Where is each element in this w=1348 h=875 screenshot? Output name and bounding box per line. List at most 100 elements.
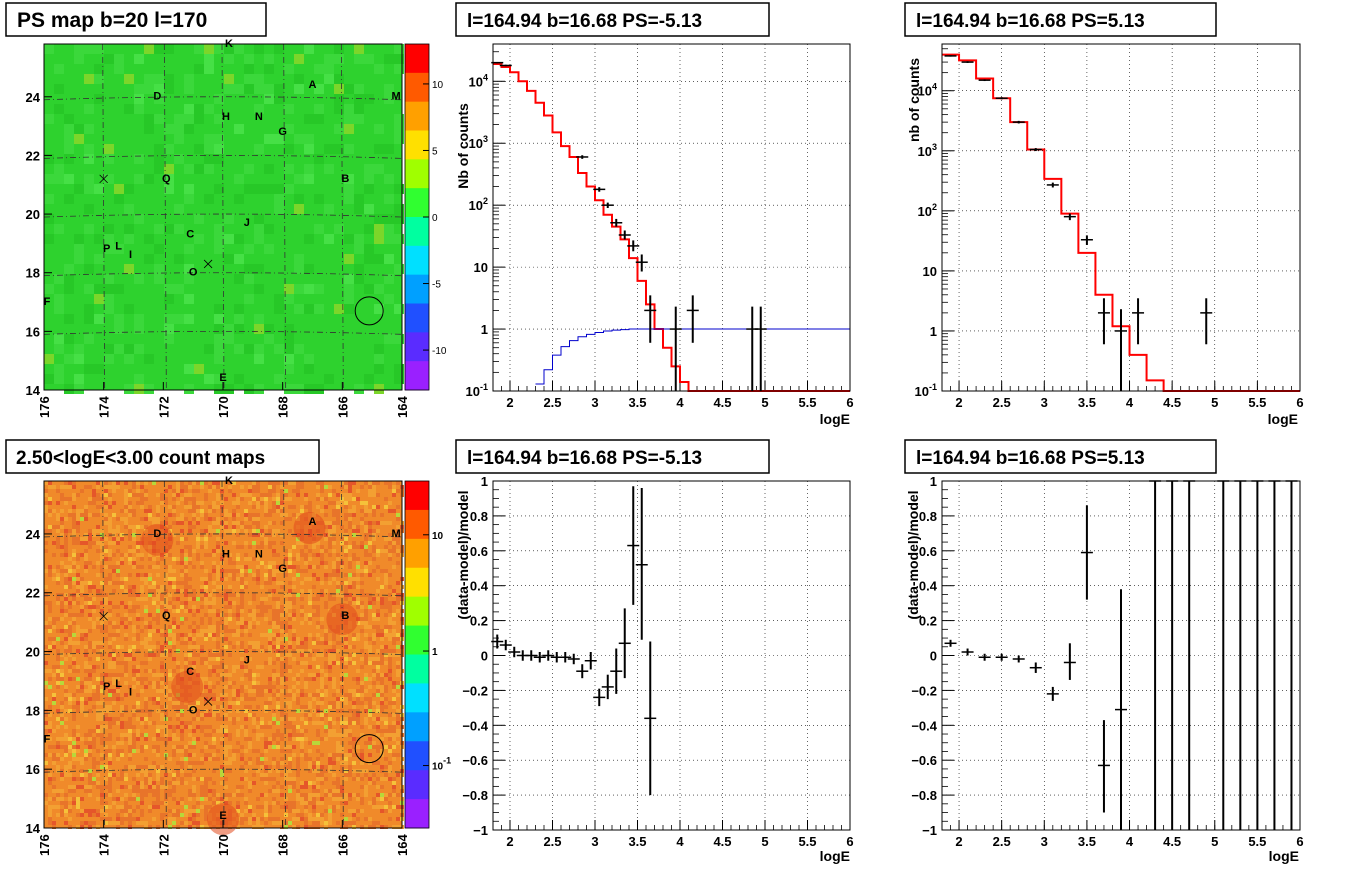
map-texture-cell [124,785,128,789]
map-texture-cell [308,601,312,605]
map-texture-cell [280,821,284,825]
map-texture-cell [194,214,204,224]
map-texture-cell [172,789,176,793]
map-texture-cell [64,565,68,569]
map-texture-cell [248,673,252,677]
map-texture-cell [156,593,160,597]
map-texture-cell [396,693,400,697]
map-texture-cell [92,497,96,501]
map-texture-cell [188,669,192,673]
map-texture-cell [220,593,224,597]
map-texture-cell [312,677,316,681]
map-texture-cell [296,817,300,821]
map-texture-cell [240,697,244,701]
map-texture-cell [64,154,74,164]
map-texture-cell [394,134,404,144]
map-texture-cell [56,513,60,517]
map-texture-cell [164,685,168,689]
map-texture-cell [328,501,332,505]
map-texture-cell [100,625,104,629]
map-texture-cell [264,497,268,501]
map-texture-cell [44,793,48,797]
map-texture-cell [100,729,104,733]
map-texture-cell [200,509,204,513]
map-texture-cell [308,621,312,625]
map-texture-cell [64,274,74,284]
map-texture-cell [248,805,252,809]
map-texture-cell [76,649,80,653]
map-texture-cell [274,184,284,194]
map-texture-cell [292,513,296,517]
map-texture-cell [72,613,76,617]
map-texture-cell [76,625,80,629]
map-texture-cell [168,757,172,761]
map-texture-cell [292,677,296,681]
map-texture-cell [44,669,48,673]
map-texture-cell [356,701,360,705]
map-texture-cell [64,733,68,737]
map-texture-cell [376,761,380,765]
map-texture-cell [276,529,280,533]
map-texture-cell [312,597,316,601]
map-texture-cell [120,697,124,701]
map-texture-cell [224,717,228,721]
map-texture-cell [300,649,304,653]
map-texture-cell [134,344,144,354]
map-texture-cell [68,773,72,777]
map-texture-cell [120,601,124,605]
map-texture-cell [280,509,284,513]
map-texture-cell [196,809,200,813]
map-texture-cell [164,725,168,729]
map-texture-cell [260,533,264,537]
map-texture-cell [376,797,380,801]
map-texture-cell [74,354,84,364]
map-texture-cell [54,64,64,74]
map-texture-cell [348,489,352,493]
map-texture-cell [236,533,240,537]
map-texture-cell [392,785,396,789]
map-texture-cell [244,513,248,517]
map-texture-cell [392,733,396,737]
map-texture-cell [136,805,140,809]
map-texture-cell [372,493,376,497]
map-texture-cell [104,705,108,709]
map-texture-cell [304,677,308,681]
map-texture-cell [100,533,104,537]
map-texture-cell [264,541,268,545]
map-texture-cell [248,761,252,765]
map-texture-cell [348,493,352,497]
map-texture-cell [320,797,324,801]
map-texture-cell [240,625,244,629]
map-texture-cell [234,174,244,184]
map-texture-cell [204,597,208,601]
map-texture-cell [316,497,320,501]
map-texture-cell [240,569,244,573]
map-texture-cell [74,254,84,264]
map-texture-cell [200,545,204,549]
map-texture-cell [164,737,168,741]
map-texture-cell [124,204,134,214]
map-texture-cell [128,557,132,561]
map-texture-cell [394,124,404,134]
map-texture-cell [124,617,128,621]
map-texture-cell [388,609,392,613]
map-texture-cell [74,184,84,194]
map-texture-cell [48,725,52,729]
map-texture-cell [188,525,192,529]
map-texture-cell [84,633,88,637]
map-texture-cell [292,781,296,785]
spectrum-neg-ylabel: Nb of counts [455,103,471,189]
map-texture-cell [228,681,232,685]
map-texture-cell [152,629,156,633]
map-texture-cell [364,661,368,665]
map-texture-cell [384,521,388,525]
map-texture-cell [184,757,188,761]
map-texture-cell [348,521,352,525]
map-texture-cell [312,781,316,785]
map-texture-cell [134,94,144,104]
map-texture-cell [168,717,172,721]
map-texture-cell [116,653,120,657]
map-texture-cell [276,597,280,601]
map-texture-cell [236,633,240,637]
map-texture-cell [244,294,254,304]
